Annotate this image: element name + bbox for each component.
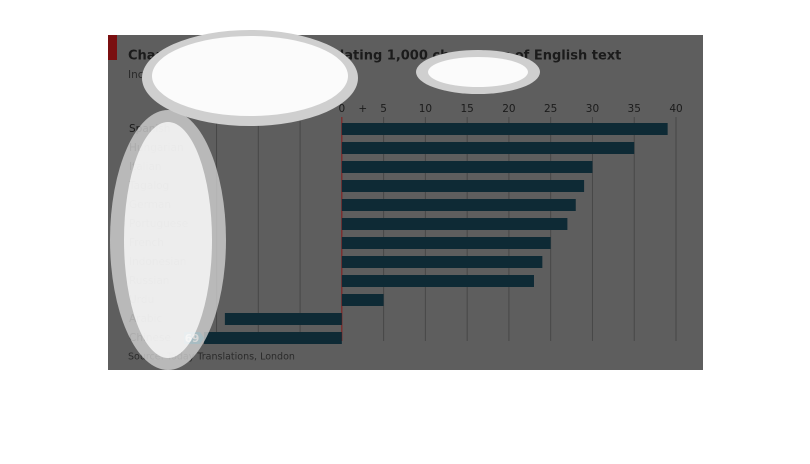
y-tick-label: Tagalog — [128, 180, 169, 192]
y-tick-label: Italian — [129, 161, 162, 173]
y-tick-label: Chinese — [129, 332, 171, 344]
accent — [108, 35, 117, 60]
x-tick-label: 10 — [252, 103, 265, 115]
chart-title: Change in length when translating 1,000 … — [128, 49, 621, 64]
y-tick-label: French — [129, 237, 164, 249]
bar — [341, 218, 568, 230]
bar — [204, 332, 342, 344]
bar — [341, 142, 635, 154]
y-tick-label: Indonesian — [129, 256, 186, 268]
y-tick-label: Spanish — [129, 123, 170, 135]
x-tick-label: 5 — [297, 103, 304, 115]
bar — [341, 294, 384, 306]
y-tick-label: Portuguese — [129, 218, 188, 230]
bar — [341, 199, 576, 211]
y-tick-label: Urdu — [129, 294, 154, 306]
plot — [204, 123, 668, 344]
x-tick-label: 20 — [502, 103, 515, 115]
y-tick-label: Russian — [129, 275, 169, 287]
x-tick-label: 5 — [380, 103, 387, 115]
axis-sign: + — [358, 103, 367, 115]
bar — [341, 275, 534, 287]
bar — [224, 313, 342, 325]
bar — [341, 180, 585, 192]
x-tick-label: 30 — [586, 103, 599, 115]
source: Source: Today Translations, London — [128, 352, 295, 363]
x-tick-label: 0 — [338, 103, 345, 115]
axis-sign: – — [318, 103, 323, 115]
chart-subtitle: Including spaces, % — [128, 69, 232, 81]
x-tick-label: 10 — [419, 103, 432, 115]
bar — [341, 256, 543, 268]
y-tick-label: German — [129, 199, 171, 211]
x-tick-label: 35 — [628, 103, 641, 115]
bar — [341, 123, 668, 135]
x-tick-label: 15 — [210, 103, 223, 115]
x-tick-label: 40 — [669, 103, 682, 115]
y-tick-label: Arabic — [129, 313, 163, 325]
value-label: 69 — [185, 333, 200, 345]
bar — [341, 161, 593, 173]
y-tick-label: Hungarian — [129, 142, 184, 154]
x-tick-label: 15 — [460, 103, 473, 115]
bar — [341, 237, 551, 249]
x-tick-label: 25 — [544, 103, 557, 115]
